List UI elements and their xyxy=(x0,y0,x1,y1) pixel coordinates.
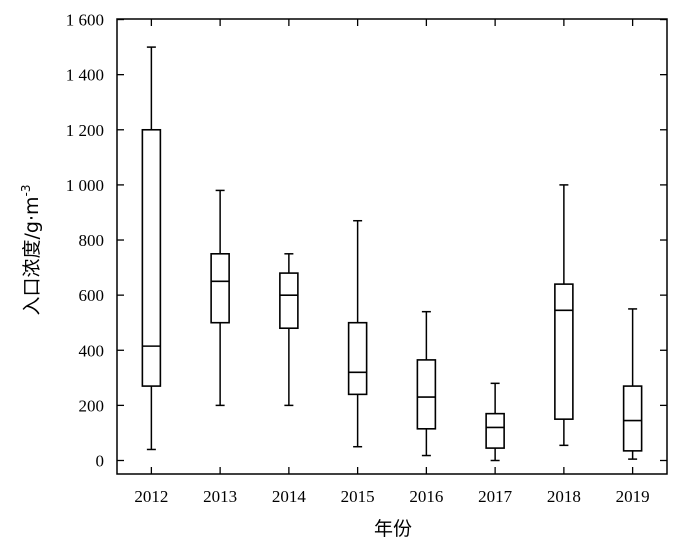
iqr-box xyxy=(485,412,505,449)
y-tick-label: 1 200 xyxy=(66,121,104,140)
box-2013 xyxy=(210,189,230,407)
y-tick-label: 400 xyxy=(79,341,105,360)
box-2019 xyxy=(622,308,643,460)
box-2017 xyxy=(485,382,505,462)
iqr-box xyxy=(554,283,574,420)
x-tick-label: 2019 xyxy=(616,487,650,506)
x-tick-label: 2017 xyxy=(478,487,513,506)
plot-area xyxy=(116,18,668,475)
y-axis-ticks: 0 200 400 600 800 1 000 1 200 1 400 1 600 xyxy=(66,11,667,471)
box-series xyxy=(141,46,643,462)
iqr-box xyxy=(210,253,230,324)
y-tick-label: 600 xyxy=(79,286,105,305)
y-axis-title: 入口浓度/g·m-3 xyxy=(19,185,43,316)
box-2012 xyxy=(141,46,162,451)
iqr-box xyxy=(622,385,643,452)
iqr-box xyxy=(141,128,162,387)
y-tick-label: 200 xyxy=(79,396,105,415)
y-tick-label: 1 000 xyxy=(66,176,104,195)
x-tick-label: 2016 xyxy=(409,487,443,506)
iqr-box xyxy=(347,321,368,396)
y-tick-label: 0 xyxy=(96,452,105,471)
y-axis-title-superscript: -3 xyxy=(19,185,33,197)
plot-frame xyxy=(116,18,668,475)
x-axis-ticks: 2012 2013 2014 2015 2016 2017 2018 2019 xyxy=(134,19,650,506)
x-tick-label: 2014 xyxy=(272,487,307,506)
iqr-box xyxy=(279,272,299,330)
x-tick-label: 2018 xyxy=(547,487,581,506)
y-axis-title-text: 入口浓度/g·m xyxy=(21,196,43,315)
x-tick-label: 2015 xyxy=(341,487,375,506)
y-tick-label: 1 400 xyxy=(66,66,104,85)
iqr-box xyxy=(416,359,437,430)
y-tick-label: 800 xyxy=(79,231,105,250)
box-2016 xyxy=(416,310,437,457)
box-2015 xyxy=(347,219,368,448)
box-2014 xyxy=(279,253,299,407)
x-tick-label: 2013 xyxy=(203,487,237,506)
x-tick-label: 2012 xyxy=(134,487,168,506)
box-2018 xyxy=(554,184,574,447)
y-tick-label: 1 600 xyxy=(66,11,104,30)
x-axis-title: 年份 xyxy=(374,518,412,540)
